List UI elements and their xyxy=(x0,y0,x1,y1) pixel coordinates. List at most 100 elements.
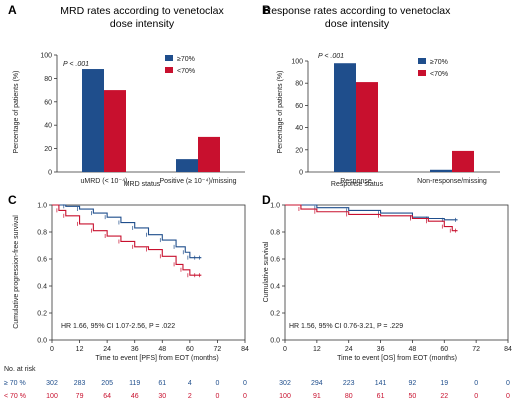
panel-d-lt70-risk-count: 80 xyxy=(345,393,353,400)
panel-b-title-line-1: Response rates according to venetoclax xyxy=(264,5,452,17)
panel-a-bar xyxy=(176,159,198,172)
panel-d-x-tick-label: 12 xyxy=(313,346,321,353)
panel-a-y-tick-label: 0 xyxy=(48,170,52,177)
panel-b-x-axis-label: Response status xyxy=(331,181,384,188)
panel-c-lt70-risk-count: 64 xyxy=(103,393,111,400)
risk-row-label-lt70: < 70 % xyxy=(4,393,26,400)
panel-d-y-tick-label: 1.0 xyxy=(270,203,280,210)
panel-d-ge70-risk-count: 19 xyxy=(440,380,448,387)
panel-a-legend-swatch xyxy=(165,67,173,73)
panel-b-bar xyxy=(452,150,474,172)
panel-c-lt70-risk-count: 46 xyxy=(131,393,139,400)
panel-a-bar-chart: MRD rates according to venetoclax dose i… xyxy=(13,5,245,188)
risk-row-label-ge70: ≥ 70 % xyxy=(4,380,26,387)
panel-a-y-axis-label: Percentage of patients (%) xyxy=(13,71,20,154)
panel-b-y-tick-label: 20 xyxy=(295,147,303,154)
panel-d-ge70-risk-count: 294 xyxy=(311,380,323,387)
panel-c-plot-frame xyxy=(51,204,246,341)
risk-table-title: No. at risk xyxy=(4,366,36,373)
panel-d-x-tick-label: 48 xyxy=(409,346,417,353)
panel-d-y-tick-label: 0.6 xyxy=(270,257,280,264)
panel-c-x-tick-label: 36 xyxy=(131,346,139,353)
panel-d-ge70-risk-count: 92 xyxy=(409,380,417,387)
panel-d-lt70-risk-count: 91 xyxy=(313,393,321,400)
panel-a-y-tick-label: 60 xyxy=(44,99,52,106)
panel-b-y-tick-label: 80 xyxy=(295,81,303,88)
panel-d-ge70-risk-count: 141 xyxy=(375,380,387,387)
panel-d-x-tick-label: 84 xyxy=(504,346,512,353)
panel-c-ge70-risk-count: 283 xyxy=(74,380,86,387)
panel-d-x-tick-label: 0 xyxy=(283,346,287,353)
panel-b-category-label: Non-response/missing xyxy=(417,178,487,185)
panel-c-lt70-risk-count: 0 xyxy=(215,393,219,400)
panel-d-letter: D xyxy=(262,193,271,207)
panel-c-ge70-risk-count: 205 xyxy=(101,380,113,387)
panel-c-lt70-risk-count: 30 xyxy=(158,393,166,400)
panel-d-survival-curve xyxy=(285,204,458,221)
panel-c-ge70-risk-count: 0 xyxy=(243,380,247,387)
panel-d-x-tick-label: 72 xyxy=(472,346,480,353)
panel-b-y-tick-label: 60 xyxy=(295,103,303,110)
panel-d-hazard-ratio: HR 1.56, 95% CI 0.76-3.21, P = .229 xyxy=(289,323,403,330)
panel-b-category-label: Response xyxy=(340,178,372,185)
panel-c-y-tick-label: 0.6 xyxy=(37,257,47,264)
panel-b-y-axis-label: Percentage of patients (%) xyxy=(277,71,284,154)
panel-c-ge70-risk-count: 4 xyxy=(188,380,192,387)
panel-d-y-tick-label: 0.8 xyxy=(270,230,280,237)
panel-b-letter: B xyxy=(262,3,271,17)
panel-d-survival-chart: Time to event [OS] from EOT (months) Cum… xyxy=(263,203,512,363)
panel-c-y-tick-label: 0.2 xyxy=(37,311,47,318)
panel-d-x-tick-label: 60 xyxy=(440,346,448,353)
panel-c-y-tick-label: 0.4 xyxy=(37,284,47,291)
panel-d-ge70-risk-count: 0 xyxy=(506,380,510,387)
panel-b-y-tick-label: 0 xyxy=(299,170,303,177)
panel-c-x-tick-label: 84 xyxy=(241,346,249,353)
panel-b-bar xyxy=(356,82,378,172)
panel-d-y-tick-label: 0.2 xyxy=(270,311,280,318)
panel-c-x-axis-label: Time to event [PFS] from EOT (months) xyxy=(95,355,218,362)
panel-a-legend-swatch xyxy=(165,55,173,61)
panel-c-x-tick-label: 72 xyxy=(214,346,222,353)
panel-b-y-tick-label: 40 xyxy=(295,125,303,132)
panel-c-x-tick-label: 60 xyxy=(186,346,194,353)
panel-c-ge70-risk-count: 61 xyxy=(158,380,166,387)
panel-d-plot-frame xyxy=(284,204,509,341)
panel-c-survival-curve xyxy=(52,204,202,276)
panel-b-y-tick-label: 100 xyxy=(291,59,303,66)
panel-a-y-tick-label: 20 xyxy=(44,146,52,153)
panel-d-y-tick-label: 0.4 xyxy=(270,284,280,291)
panel-d-ge70-risk-count: 223 xyxy=(343,380,355,387)
panel-a-y-tick-label: 40 xyxy=(44,123,52,130)
panel-d-y-axis-label: Cumulative survival xyxy=(263,241,270,302)
panel-a-y-tick-label: 100 xyxy=(40,53,52,60)
panel-c-hazard-ratio: HR 1.66, 95% CI 1.07-2.56, P = .022 xyxy=(61,323,175,330)
panel-c-x-tick-label: 12 xyxy=(76,346,84,353)
panel-c-survival-chart: Time to event [PFS] from EOT (months) Cu… xyxy=(13,203,249,363)
panel-b-bar xyxy=(430,169,452,172)
panel-c-ge70-risk-count: 0 xyxy=(215,380,219,387)
panel-a-bar xyxy=(104,90,126,172)
panel-d-lt70-risk-count: 22 xyxy=(440,393,448,400)
panel-a-bar xyxy=(82,69,104,172)
panel-a-legend-label: <70% xyxy=(177,68,195,75)
panel-a-title-line-2: dose intensity xyxy=(110,18,175,30)
panel-a-bar xyxy=(198,136,220,172)
panel-b-legend-label: <70% xyxy=(430,71,448,78)
panel-d-lt70-risk-count: 50 xyxy=(409,393,417,400)
panel-c-lt70-risk-count: 2 xyxy=(188,393,192,400)
panel-d-lt70-risk-count: 61 xyxy=(377,393,385,400)
panel-d-lt70-risk-count: 0 xyxy=(474,393,478,400)
panel-c-x-tick-label: 48 xyxy=(158,346,166,353)
panel-c-y-tick-label: 1.0 xyxy=(37,203,47,210)
panel-b-legend-swatch xyxy=(418,70,426,76)
panel-a-legend-label: ≥70% xyxy=(177,56,195,63)
panel-a-letter: A xyxy=(8,3,17,17)
panel-c-lt70-risk-count: 0 xyxy=(243,393,247,400)
panel-a-p-value: P < .001 xyxy=(63,61,89,68)
panel-c-x-tick-label: 24 xyxy=(103,346,111,353)
panel-d-ge70-risk-count: 0 xyxy=(474,380,478,387)
panel-d-y-tick-label: 0.0 xyxy=(270,338,280,345)
panel-d-lt70-risk-count: 100 xyxy=(279,393,291,400)
